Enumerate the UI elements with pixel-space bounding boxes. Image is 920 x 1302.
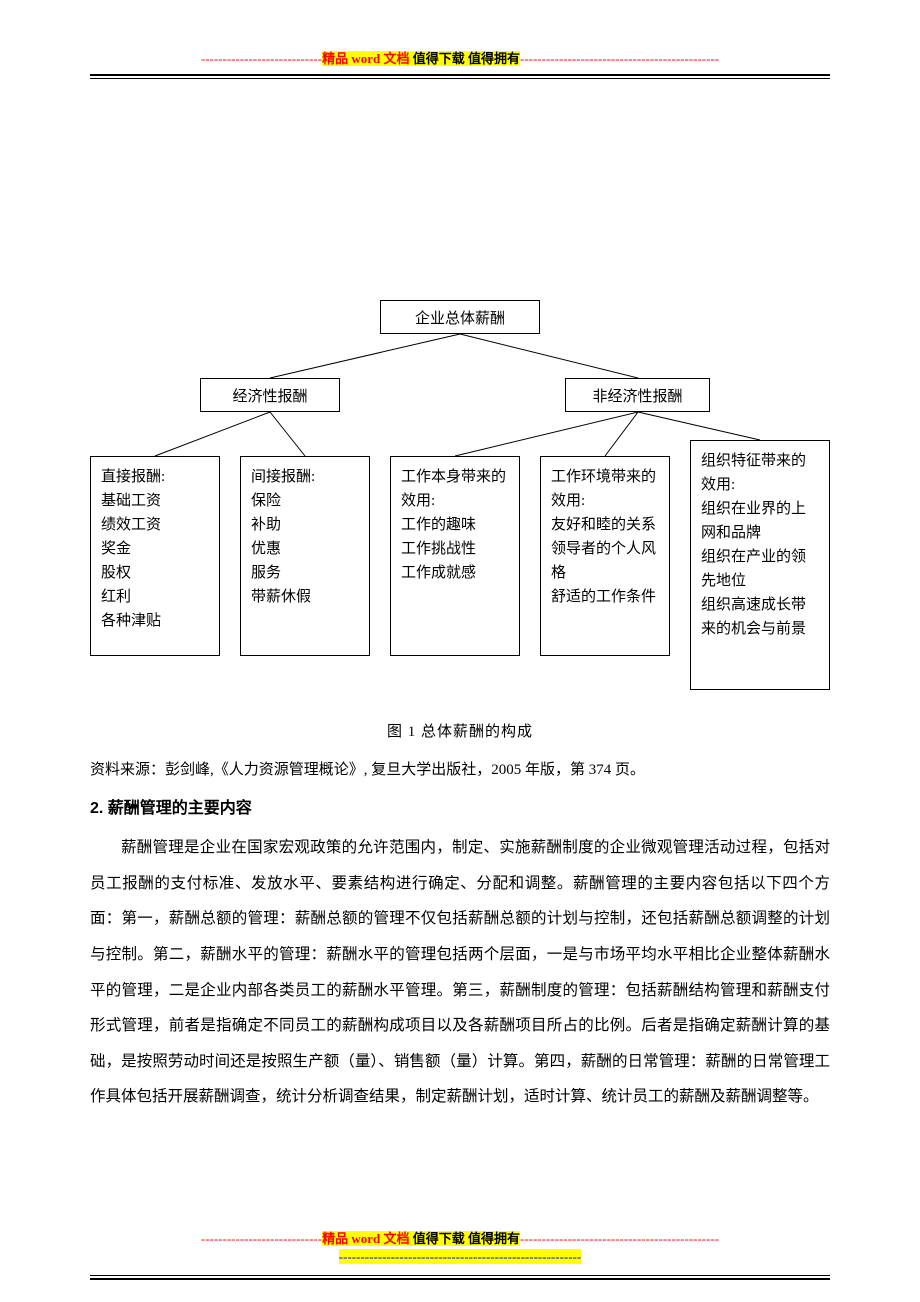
leaf-3: 工作环境带来的效用:友好和睦的关系领导者的个人风格舒适的工作条件 [540,456,670,656]
leaf-0: 直接报酬:基础工资绩效工资奖金股权红利各种津贴 [90,456,220,656]
dash-right: ----------------------------------------… [520,51,719,66]
node-economic: 经济性报酬 [200,378,340,412]
footer-banner: ----------------------------精品 word 文档 值… [0,1230,920,1266]
node-root: 企业总体薪酬 [380,300,540,334]
f-dash-right: ----------------------------------------… [520,1231,719,1246]
diagram: 企业总体薪酬 经济性报酬 非经济性报酬 直接报酬:基础工资绩效工资奖金股权红利各… [90,300,830,695]
body-paragraph: 薪酬管理是企业在国家宏观政策的允许范围内，制定、实施薪酬制度的企业微观管理活动过… [90,830,830,1115]
header-banner: ----------------------------精品 word 文档 值… [0,50,920,68]
section-heading: 2. 薪酬管理的主要内容 [90,794,830,818]
header-rule [90,74,830,79]
leaf-1: 间接报酬:保险补助优惠服务带薪休假 [240,456,370,656]
f-dash-blue: ----------------------------------------… [339,1249,581,1264]
f-banner-text-black: 值得下载 值得拥有 [409,1231,520,1246]
footer-rule [90,1275,830,1280]
leaf-4: 组织特征带来的效用:组织在业界的上网和品牌组织在产业的领先地位组织高速成长带来的… [690,440,830,690]
figure-caption: 图 1 总体薪酬的构成 [90,720,830,741]
source-line: 资料来源：彭剑峰,《人力资源管理概论》, 复旦大学出版社，2005 年版，第 3… [90,756,830,785]
banner-text-red: 精品 word 文档 [322,51,409,66]
leaf-2: 工作本身带来的效用:工作的趣味工作挑战性工作成就感 [390,456,520,656]
node-noneconomic: 非经济性报酬 [565,378,710,412]
f-dash-left: ---------------------------- [201,1231,322,1246]
banner-text-black: 值得下载 值得拥有 [409,51,520,66]
dash-left: ---------------------------- [201,51,322,66]
f-banner-text-red: 精品 word 文档 [322,1231,409,1246]
